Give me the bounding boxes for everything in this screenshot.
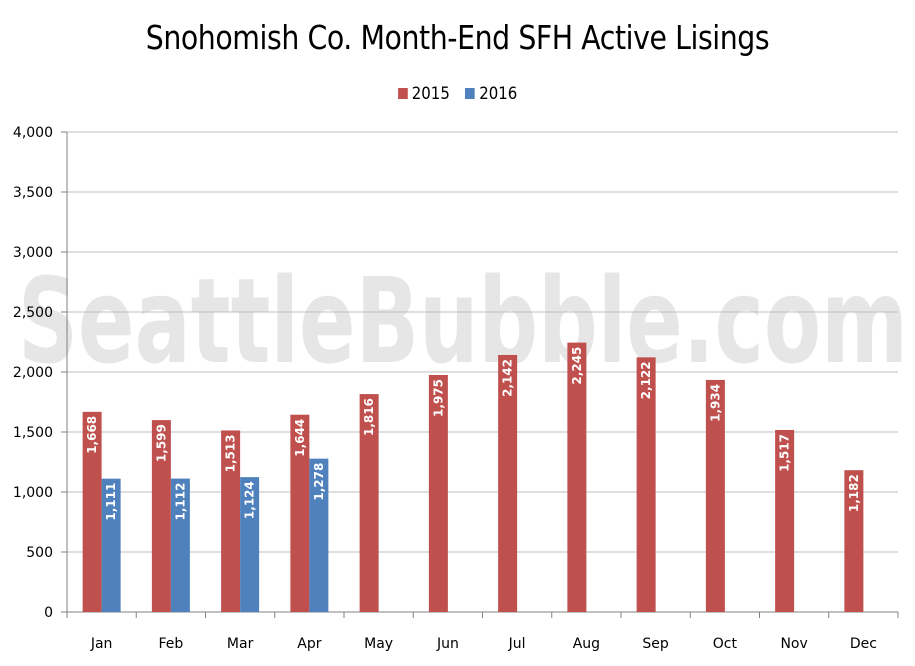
legend-swatch-2015 xyxy=(397,87,408,99)
bar-2016-apr xyxy=(309,458,329,612)
bar-2015-jul xyxy=(498,354,518,612)
bar-2015-feb xyxy=(151,420,171,612)
bar-2016-jan xyxy=(101,478,121,612)
data-label-2016-feb: 1,112 xyxy=(173,483,187,521)
data-label-2015-dec: 1,182 xyxy=(847,474,861,512)
x-tick-label: Nov xyxy=(780,636,807,652)
data-label-2015-apr: 1,644 xyxy=(293,419,307,457)
data-label-2015-sep: 2,122 xyxy=(639,361,653,399)
data-labels: 1,668 1,599 1,513 1,644 1,816 1,975 2,142 2,245… xyxy=(85,347,861,521)
y-tick-label: 3,500 xyxy=(13,185,53,201)
x-tick-label: Jan xyxy=(90,636,113,652)
data-label-2015-jun: 1,975 xyxy=(431,379,445,417)
bar-2015-jun xyxy=(428,375,448,612)
x-tick-label: Jul xyxy=(508,636,526,652)
chart-title: Snohomish Co. Month-End SFH Active Lisin… xyxy=(145,18,770,57)
y-tick-label: 1,500 xyxy=(13,425,53,441)
data-label-2016-jan: 1,111 xyxy=(104,483,118,521)
legend: 2015 2016 xyxy=(55,84,860,104)
y-tick-label: 0 xyxy=(44,605,53,621)
data-label-2015-nov: 1,517 xyxy=(778,434,792,472)
x-tick-label: Oct xyxy=(713,636,738,652)
bar-2015-dec xyxy=(844,470,864,612)
bar-2015-nov xyxy=(775,429,795,612)
gridlines xyxy=(67,131,898,553)
y-tick-label: 4,000 xyxy=(13,125,53,141)
bar-2015-aug xyxy=(567,342,587,612)
x-tick-label: Dec xyxy=(850,636,877,652)
data-label-2015-may: 1,816 xyxy=(362,398,376,436)
legend-item-2016: 2016 xyxy=(465,84,517,104)
x-tick-label: Mar xyxy=(227,636,254,652)
data-label-2016-apr: 1,278 xyxy=(312,463,326,501)
axes: 0 500 1,000 1,500 2,000 2,500 3,000 3,500 4,000 J… xyxy=(13,125,899,652)
x-tick-label: Feb xyxy=(158,636,183,652)
x-tick-label: Jun xyxy=(436,636,459,652)
legend-item-2015: 2015 xyxy=(397,84,450,104)
data-label-2015-mar: 1,513 xyxy=(224,434,238,472)
bar-2016-mar xyxy=(240,477,260,612)
y-tick-label: 2,500 xyxy=(13,305,53,321)
x-tick-label: Sep xyxy=(642,636,669,652)
legend-swatch-2016 xyxy=(465,87,475,99)
x-tick-label: May xyxy=(364,636,393,652)
y-tick-label: 3,000 xyxy=(13,245,53,261)
bar-2015-jan xyxy=(82,411,102,612)
data-label-2015-jan: 1,668 xyxy=(85,416,99,454)
data-label-2015-feb: 1,599 xyxy=(154,424,168,462)
data-label-2015-aug: 2,245 xyxy=(570,347,584,385)
bars xyxy=(82,342,864,612)
bar-2015-may xyxy=(359,394,379,612)
bar-2016-feb xyxy=(170,478,190,612)
x-tick-label: Apr xyxy=(297,636,321,652)
y-tick-label: 2,000 xyxy=(13,365,53,381)
data-label-2016-mar: 1,124 xyxy=(243,481,257,519)
legend-label-2016: 2016 xyxy=(479,84,518,104)
y-tick-label: 1,000 xyxy=(13,485,53,501)
bar-2015-oct xyxy=(705,379,725,612)
data-label-2015-jul: 2,142 xyxy=(501,359,515,397)
bar-2015-mar xyxy=(221,430,241,612)
legend-label-2015: 2015 xyxy=(411,84,450,104)
watermark: SeattleBubble.com xyxy=(18,252,908,390)
data-label-2015-oct: 1,934 xyxy=(708,384,722,422)
y-tick-label: 500 xyxy=(26,545,53,561)
bar-2015-sep xyxy=(636,357,656,612)
bar-2015-apr xyxy=(290,414,310,612)
x-tick-label: Aug xyxy=(573,636,600,652)
